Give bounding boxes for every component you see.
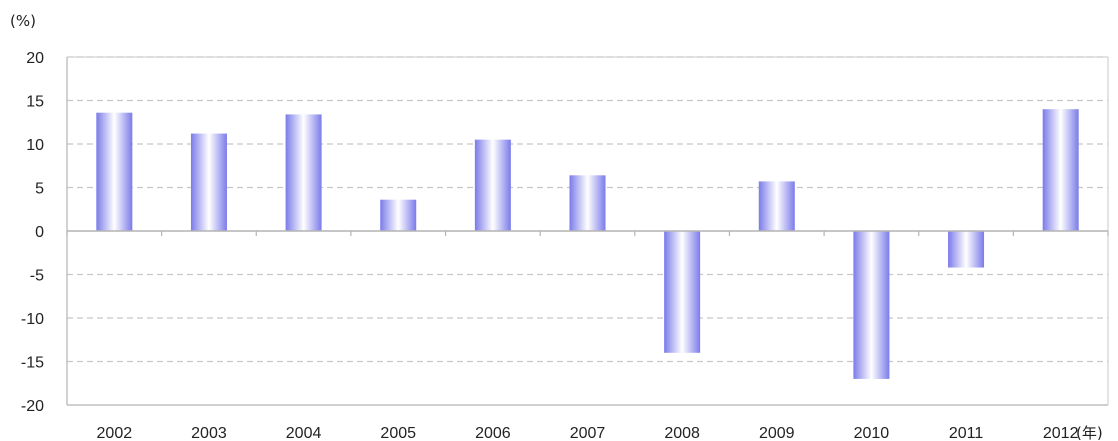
y-tick-label: 10	[26, 137, 44, 154]
x-axis-unit-label: (年)	[1076, 424, 1103, 441]
y-axis-unit-label: (%)	[10, 12, 36, 30]
bar-2010	[853, 231, 890, 379]
x-tick-label: 2003	[191, 425, 227, 441]
y-tick-label: 0	[35, 224, 44, 241]
x-tick-label: 2002	[97, 425, 133, 441]
y-tick-label: 15	[26, 94, 44, 111]
x-tick-label: 2005	[380, 425, 416, 441]
y-tick-labels: 20 15 10 5 0 -5 -10 -15 -20	[21, 50, 44, 415]
x-tick-label: 2006	[475, 425, 511, 441]
bar-2004	[285, 114, 322, 231]
y-tick-label: -20	[21, 398, 44, 415]
x-tick-label: 2009	[759, 425, 795, 441]
x-tick-label: 2011	[949, 425, 984, 441]
bar-2011	[948, 231, 985, 268]
y-tick-label: -5	[30, 268, 44, 285]
bar-2005	[380, 199, 417, 231]
bar-2002	[96, 112, 133, 231]
x-tick-label: 2007	[570, 425, 606, 441]
x-tick-labels: 2002 2003 2004 2005 2006 2007 2008 2009 2010 2011…	[97, 425, 1079, 441]
bars	[96, 109, 1079, 379]
bar-2008	[664, 231, 701, 353]
bar-2009	[758, 181, 795, 231]
axes	[66, 56, 1109, 406]
y-tick-label: 20	[26, 50, 44, 67]
bar-2007	[569, 175, 606, 231]
bar-2003	[190, 133, 227, 231]
x-tick-label: 2004	[286, 425, 322, 441]
bar-2006	[474, 139, 511, 231]
x-tick-label: 2012	[1043, 425, 1079, 441]
y-tick-label: -10	[21, 311, 44, 328]
x-tick-label: 2008	[664, 425, 700, 441]
x-tick-label: 2010	[854, 425, 890, 441]
y-tick-label: -15	[21, 355, 44, 372]
bar-2012	[1042, 109, 1079, 231]
y-tick-label: 5	[35, 181, 44, 198]
